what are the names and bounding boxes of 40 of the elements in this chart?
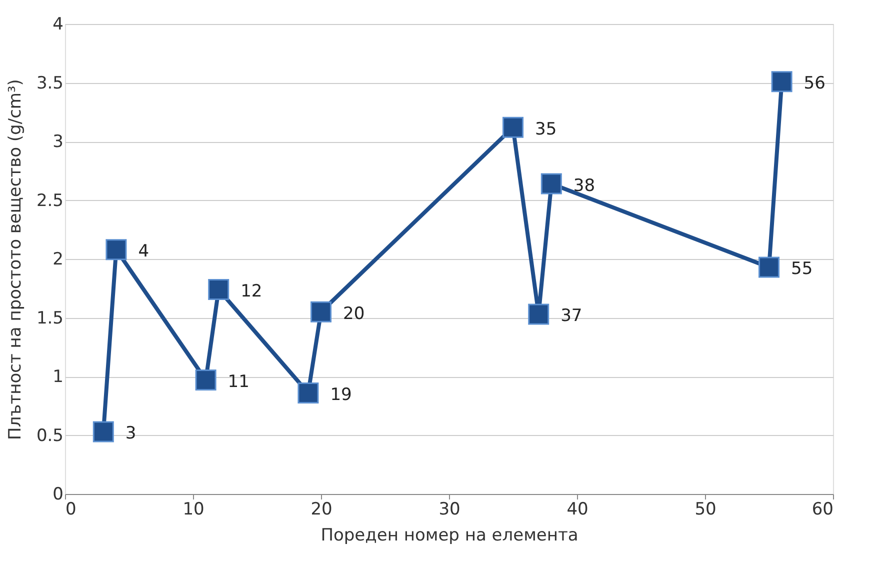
x-tick-label: 0 (66, 500, 76, 520)
x-tick-label: 60 (812, 500, 834, 520)
point (528, 304, 550, 325)
annotation: 56 (804, 74, 826, 94)
annotation: 11 (228, 372, 250, 392)
annotation: 3 (125, 424, 136, 444)
y-tick-label: 0 (52, 484, 64, 504)
annotation: 35 (535, 119, 557, 140)
point (310, 301, 332, 322)
annotation: 38 (573, 176, 596, 196)
point (771, 71, 792, 92)
x-axis-title: Пореден номер на елемента (320, 526, 578, 546)
x-tick-label: 20 (310, 500, 332, 520)
point (195, 370, 216, 391)
y-tick-label: 2 (52, 250, 64, 270)
x-tick-label: 40 (566, 500, 588, 520)
y-tick-label: 1 (52, 367, 64, 387)
point (208, 279, 230, 300)
point (540, 173, 562, 194)
point (502, 116, 524, 138)
y-tick-label: 3.5 (36, 73, 64, 94)
annotation: 55 (791, 259, 813, 280)
y-tick-label: 2.5 (36, 190, 64, 211)
y-tick-label: 4 (52, 14, 64, 34)
annotation: 20 (343, 304, 365, 324)
x-tick-label: 50 (694, 500, 716, 520)
y-axis-title: Плътност на простото вещество (g/cm³) (5, 79, 26, 440)
y-tick-label: 0.5 (36, 426, 64, 446)
point (92, 421, 114, 442)
point (758, 256, 780, 278)
y-tick-label: 3 (52, 132, 64, 152)
point (298, 382, 319, 404)
annotation: 19 (330, 384, 352, 405)
y-tick-label: 1.5 (36, 308, 64, 328)
annotation: 12 (240, 282, 262, 302)
x-tick-label: 30 (438, 500, 460, 520)
x-tick-label: 10 (182, 500, 204, 520)
annotation: 4 (138, 242, 150, 262)
annotation: 37 (560, 306, 582, 326)
point (106, 239, 127, 260)
